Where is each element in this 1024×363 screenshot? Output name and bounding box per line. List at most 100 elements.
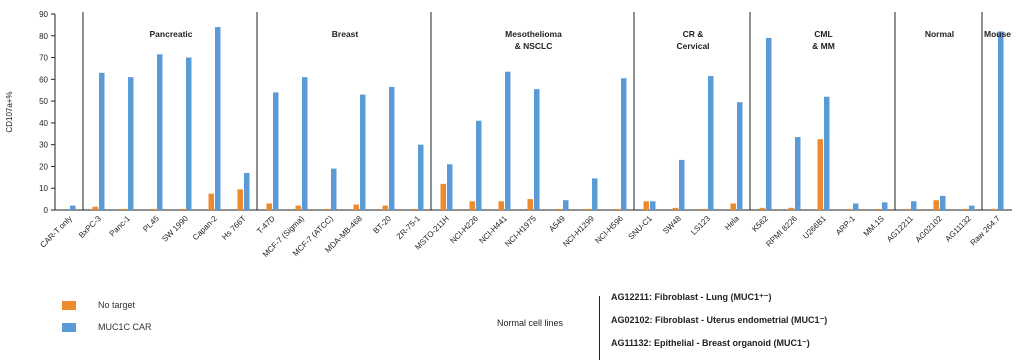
bar-no-target xyxy=(759,207,765,210)
bar-muc1c-car xyxy=(853,203,859,210)
group-label-line: CR & xyxy=(683,29,704,39)
bar-muc1c-car xyxy=(766,37,772,211)
x-tick-label: RPMI 8226 xyxy=(764,214,799,249)
bar-muc1c-car xyxy=(476,120,482,210)
x-tick-label: ARP-1 xyxy=(834,214,857,237)
y-tick-label: 70 xyxy=(39,54,48,63)
bar-no-target xyxy=(382,205,388,210)
group-label-line: & NSCLC xyxy=(515,41,553,51)
bar-no-target xyxy=(672,207,678,210)
bar-muc1c-car xyxy=(882,202,888,210)
bar-no-target xyxy=(237,189,243,210)
bar-muc1c-car xyxy=(621,78,627,210)
group-label: CML & MM xyxy=(812,29,835,51)
group-label-line: Normal xyxy=(925,29,954,39)
x-tick-label: NCI-H596 xyxy=(593,214,625,246)
y-tick-label: 10 xyxy=(39,184,48,193)
bar-no-target xyxy=(295,205,301,210)
bar-no-target xyxy=(933,200,939,210)
bar-no-target xyxy=(498,201,504,210)
x-tick-label: NCI-H226 xyxy=(448,214,480,246)
bar-muc1c-car xyxy=(679,159,685,210)
bar-no-target xyxy=(440,183,446,210)
x-tick-label: U266B1 xyxy=(801,214,828,241)
bar-muc1c-car xyxy=(99,72,105,210)
note-line: AG02102: Fibroblast - Uterus endometrial… xyxy=(611,315,828,325)
bar-muc1c-car xyxy=(911,201,917,210)
bar-muc1c-car xyxy=(215,27,221,210)
legend-item-no-target: No target xyxy=(62,297,152,313)
bar-muc1c-car xyxy=(998,31,1004,210)
normal-cell-lines-label: Normal cell lines xyxy=(497,318,564,328)
x-tick-label: AG12211 xyxy=(885,214,915,244)
group-label-line: Breast xyxy=(332,29,359,39)
x-tick-label: T-47D xyxy=(255,214,277,236)
bar-no-target xyxy=(701,208,707,210)
y-axis-label: CD107a+% xyxy=(5,91,14,132)
bar-muc1c-car xyxy=(650,201,656,210)
bar-muc1c-car xyxy=(389,86,395,210)
x-tick-label: AG02102 xyxy=(914,214,945,245)
bar-muc1c-car xyxy=(418,144,424,210)
bar-no-target xyxy=(875,208,881,210)
x-tick-label: SW 1990 xyxy=(160,214,190,244)
group-label-line: Mesothelioma xyxy=(505,29,562,39)
bar-muc1c-car xyxy=(737,102,743,210)
x-tick-label: K562 xyxy=(750,214,770,234)
bar-muc1c-car xyxy=(795,137,801,210)
bar-muc1c-car xyxy=(302,77,308,211)
legend-label-muc1c-car: MUC1C CAR xyxy=(98,322,152,332)
x-tick-label: PL45 xyxy=(141,214,161,234)
bar-muc1c-car xyxy=(708,76,714,210)
bar-no-target xyxy=(962,208,968,210)
x-tick-label: BxPC-3 xyxy=(77,214,103,240)
note-line: AG12211: Fibroblast - Lung (MUC1⁺⁻) xyxy=(611,292,772,302)
y-tick-label: 0 xyxy=(44,206,49,215)
group-label-line: Pancreatic xyxy=(150,29,193,39)
group-label-line: Mouse xyxy=(984,29,1011,39)
bar-no-target xyxy=(643,201,649,210)
x-tick-label: NCI-H1975 xyxy=(503,214,538,249)
bar-no-target xyxy=(92,206,98,210)
group-label: Breast xyxy=(332,29,359,39)
bar-muc1c-car xyxy=(940,195,946,210)
bar-no-target xyxy=(324,208,330,210)
x-tick-label: ZR-75-1 xyxy=(395,214,422,241)
bar-no-target xyxy=(991,208,997,210)
group-label-line: & MM xyxy=(812,41,835,51)
x-tick-label: NCI-H1299 xyxy=(561,214,596,249)
legend-item-muc1c-car: MUC1C CAR xyxy=(62,319,152,335)
legend-label-no-target: No target xyxy=(98,300,136,310)
x-tick-label: AG11132 xyxy=(943,214,973,244)
y-tick-label: 50 xyxy=(39,97,48,106)
chart-bars xyxy=(70,27,1004,211)
bar-no-target xyxy=(208,193,214,210)
bar-muc1c-car xyxy=(969,205,975,210)
x-tick-label: LS123 xyxy=(689,214,712,237)
bar-muc1c-car xyxy=(331,168,337,210)
bar-no-target xyxy=(846,208,852,210)
y-ticks: 0 10 20 30 40 50 60 70 80 90 xyxy=(39,10,55,215)
legend-swatch-muc1c-car xyxy=(62,322,76,332)
group-labels: Pancreatic Breast Mesothelioma & NSCLC CR & C… xyxy=(150,29,1012,51)
group-label: Pancreatic xyxy=(150,29,193,39)
x-tick-label: Hela xyxy=(723,214,741,232)
legend: No target MUC1C CAR xyxy=(62,297,152,341)
bar-no-target xyxy=(266,203,272,210)
bar-no-target xyxy=(150,208,156,210)
bar-muc1c-car xyxy=(244,172,250,210)
bar-no-target xyxy=(353,204,359,210)
x-tick-label: SW48 xyxy=(661,214,683,236)
bar-muc1c-car xyxy=(70,205,76,210)
bar-no-target xyxy=(817,139,823,210)
x-tick-label: Raw 264.7 xyxy=(969,214,1003,248)
bar-muc1c-car xyxy=(824,96,830,210)
chart-axes xyxy=(54,14,1012,211)
bar-no-target xyxy=(730,203,736,210)
notes-bracket xyxy=(599,296,600,360)
group-label: Mouse xyxy=(984,29,1011,39)
x-tick-label: Capan-2 xyxy=(191,214,219,242)
normal-cell-lines-notes: AG12211: Fibroblast - Lung (MUC1⁺⁻) AG02… xyxy=(611,292,827,361)
bar-no-target xyxy=(904,208,910,210)
